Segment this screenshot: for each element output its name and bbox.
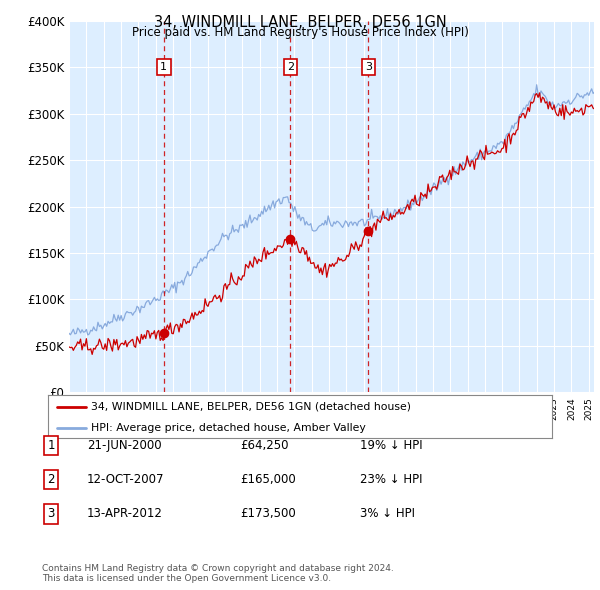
Text: 1: 1 (160, 62, 167, 72)
Text: 13-APR-2012: 13-APR-2012 (87, 507, 163, 520)
Text: 19% ↓ HPI: 19% ↓ HPI (360, 439, 422, 452)
Text: 34, WINDMILL LANE, BELPER, DE56 1GN (detached house): 34, WINDMILL LANE, BELPER, DE56 1GN (det… (91, 402, 411, 412)
Text: £173,500: £173,500 (240, 507, 296, 520)
Text: Contains HM Land Registry data © Crown copyright and database right 2024.
This d: Contains HM Land Registry data © Crown c… (42, 563, 394, 583)
Text: 3: 3 (365, 62, 372, 72)
Text: £165,000: £165,000 (240, 473, 296, 486)
Text: HPI: Average price, detached house, Amber Valley: HPI: Average price, detached house, Ambe… (91, 424, 365, 434)
Text: 12-OCT-2007: 12-OCT-2007 (87, 473, 164, 486)
Text: £64,250: £64,250 (240, 439, 289, 452)
Text: 3: 3 (47, 507, 55, 520)
Text: Price paid vs. HM Land Registry's House Price Index (HPI): Price paid vs. HM Land Registry's House … (131, 26, 469, 39)
Text: 21-JUN-2000: 21-JUN-2000 (87, 439, 161, 452)
Text: 3% ↓ HPI: 3% ↓ HPI (360, 507, 415, 520)
Text: 34, WINDMILL LANE, BELPER, DE56 1GN: 34, WINDMILL LANE, BELPER, DE56 1GN (154, 15, 446, 30)
Text: 1: 1 (47, 439, 55, 452)
Text: 2: 2 (287, 62, 294, 72)
Text: 23% ↓ HPI: 23% ↓ HPI (360, 473, 422, 486)
Text: 2: 2 (47, 473, 55, 486)
